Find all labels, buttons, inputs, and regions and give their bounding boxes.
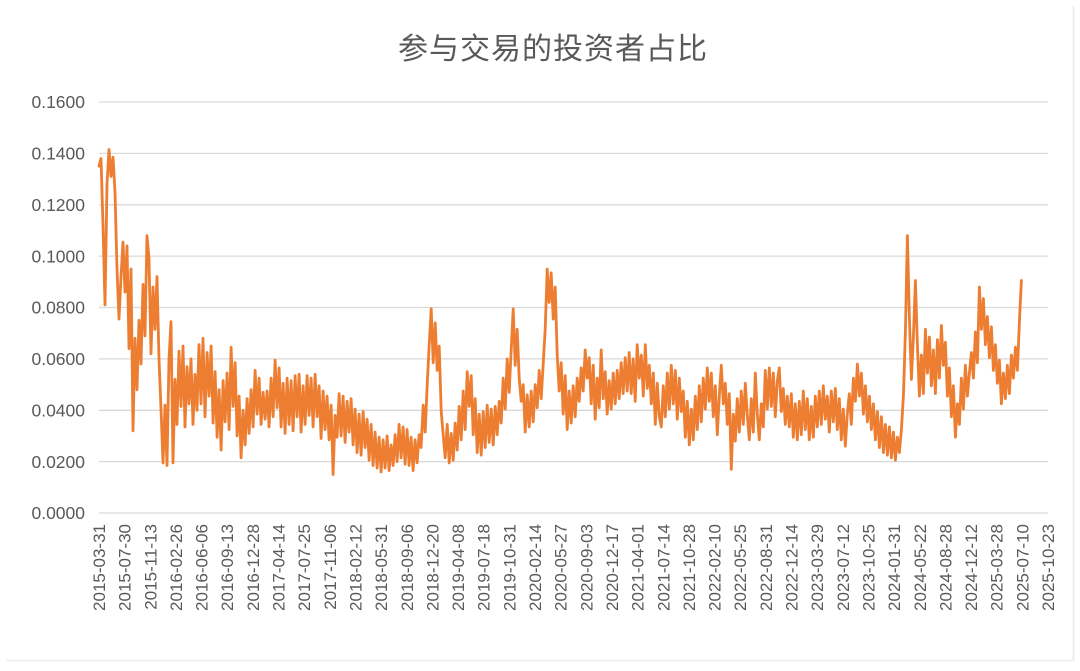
x-axis-tick-label: 2016-02-26 — [167, 524, 186, 611]
x-axis-tick-label: 2016-06-06 — [193, 524, 212, 611]
x-axis-tick-label: 2019-07-18 — [475, 524, 494, 611]
series-line — [97, 148, 1023, 476]
x-axis-tick-label: 2018-09-06 — [398, 524, 417, 611]
x-axis-tick-label: 2017-11-06 — [321, 524, 340, 610]
x-axis-tick-label: 2022-12-14 — [783, 524, 802, 611]
x-axis-tick-label: 2022-05-25 — [731, 524, 750, 611]
x-axis-tick-label: 2015-11-13 — [141, 524, 160, 610]
x-axis-tick-label: 2023-03-29 — [808, 524, 827, 611]
x-axis-tick-label: 2020-02-14 — [526, 524, 545, 611]
y-axis-tick-label: 0.0000 — [31, 503, 85, 523]
x-axis-tick-label: 2017-04-14 — [270, 524, 289, 611]
y-axis-tick-label: 0.0200 — [31, 452, 85, 472]
y-axis-tick-label: 0.1600 — [31, 92, 85, 112]
x-axis-tick-label: 2015-07-30 — [116, 524, 135, 611]
x-axis-tick-label: 2024-05-22 — [911, 524, 930, 611]
x-axis-tick-label: 2016-09-13 — [218, 524, 237, 611]
x-axis-tick-label: 2024-12-12 — [962, 524, 981, 611]
x-axis-tick-label: 2021-10-28 — [680, 524, 699, 611]
x-axis-tick-label: 2020-09-03 — [577, 524, 596, 611]
series-path — [97, 148, 1023, 476]
x-axis-tick-label: 2016-12-28 — [244, 524, 263, 611]
x-axis-tick-label: 2022-08-31 — [757, 524, 776, 611]
x-axis-tick-label: 2020-12-17 — [603, 524, 622, 611]
x-axis-tick-label: 2018-12-20 — [423, 524, 442, 611]
y-axis-tick-label: 0.0400 — [31, 400, 85, 420]
x-axis-tick-label: 2018-02-12 — [347, 524, 366, 611]
y-axis-tick-label: 0.1400 — [31, 144, 85, 164]
x-axis-tick-label: 2025-03-28 — [988, 524, 1007, 611]
x-axis-tick-label: 2020-05-27 — [552, 524, 571, 611]
y-axis-tick-label: 0.1200 — [31, 195, 85, 215]
x-axis-tick-label: 2024-08-28 — [936, 524, 955, 611]
chart-title: 参与交易的投资者占比 — [398, 33, 708, 66]
x-axis-tick-label: 2018-05-31 — [372, 524, 391, 611]
x-axis-tick-label: 2017-07-25 — [295, 524, 314, 611]
x-axis-tick-label: 2015-03-31 — [90, 524, 109, 611]
frame-border — [6, 6, 1075, 662]
y-axis-tick-label: 0.0600 — [31, 349, 85, 369]
x-axis-tick-label: 2025-07-10 — [1013, 524, 1032, 611]
x-axis-tick-label: 2019-04-08 — [449, 524, 468, 611]
y-axis-tick-label: 0.0800 — [31, 298, 85, 318]
x-axis-tick-label: 2021-04-01 — [629, 524, 648, 611]
y-axis-tick-labels: 0.0000 0.0200 0.0400 0.0600 0.0800 0.1000 0.12… — [31, 92, 85, 523]
x-axis-tick-label: 2019-10-31 — [500, 524, 519, 611]
x-axis-tick-label: 2023-10-25 — [860, 524, 879, 611]
x-axis-tick-labels: 2015-03-31 2015-07-30 2015-11-13 2016-02-26… — [90, 524, 1058, 611]
x-axis-tick-label: 2021-07-14 — [654, 524, 673, 611]
x-axis-tick-label: 2025-10-23 — [1039, 524, 1058, 611]
x-axis-tick-label: 2024-01-31 — [885, 524, 904, 611]
y-axis-tick-label: 0.1000 — [31, 246, 85, 266]
x-axis-tick-label: 2022-02-10 — [706, 524, 725, 611]
x-axis-tick-label: 2023-07-12 — [834, 524, 853, 611]
